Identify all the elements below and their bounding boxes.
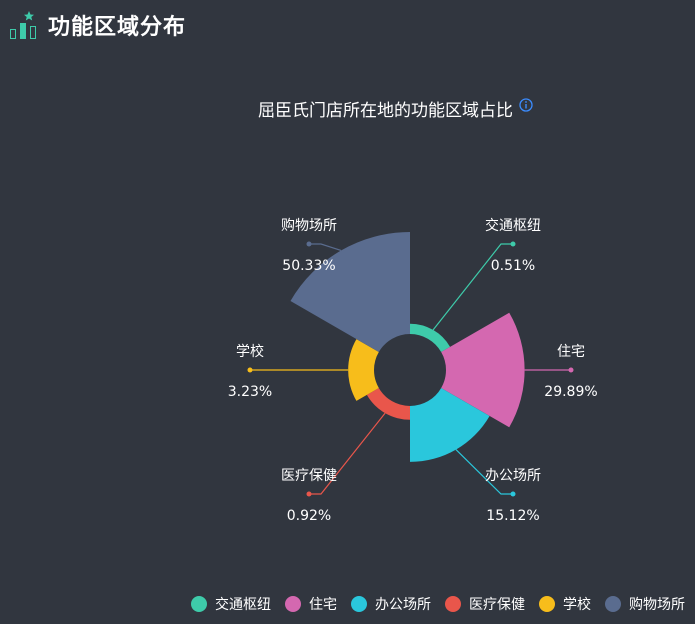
legend-label: 学校 [563, 597, 591, 613]
slice-name-label: 购物场所 [281, 218, 337, 234]
legend-marker [445, 596, 461, 612]
chart-sectors [290, 232, 525, 462]
legend-item[interactable]: 住宅 [285, 594, 337, 614]
legend-marker [285, 596, 301, 612]
legend-label: 交通枢纽 [215, 597, 271, 613]
legend-marker [605, 596, 621, 612]
legend-marker [191, 596, 207, 612]
legend-item[interactable]: 医疗保健 [445, 594, 525, 614]
legend-item[interactable]: 购物场所 [605, 594, 685, 614]
slice-name-label: 医疗保健 [281, 468, 337, 484]
leader-dot-5 [306, 241, 312, 247]
slice-value-label: 15.12% [486, 508, 539, 524]
chart-leaders [247, 241, 574, 497]
slice-value-label: 50.33% [282, 258, 335, 274]
sector-4[interactable] [348, 339, 379, 401]
slice-name-label: 办公场所 [485, 468, 541, 484]
sector-3[interactable] [366, 388, 410, 420]
page-title: 功能区域分布 [48, 15, 187, 40]
leader-dot-0 [510, 241, 516, 247]
leader-line-5 [309, 243, 342, 252]
leader-dot-3 [306, 491, 312, 497]
legend-item[interactable]: 交通枢纽 [191, 594, 271, 614]
slice-name-label: 交通枢纽 [485, 217, 541, 234]
sector-0[interactable] [410, 323, 451, 352]
slice-value-label: 29.89% [544, 384, 597, 400]
legend-label: 住宅 [309, 597, 337, 613]
info-icon[interactable] [519, 97, 533, 112]
chart-title: 屈臣氏门店所在地的功能区域占比 [258, 101, 513, 121]
leader-dot-4 [247, 367, 253, 373]
slice-value-label: 0.92% [287, 508, 331, 524]
legend-marker [539, 596, 555, 612]
leader-line-0 [432, 243, 513, 331]
legend-marker [351, 596, 367, 612]
slice-name-label: 学校 [236, 343, 264, 360]
legend-label: 医疗保健 [469, 597, 525, 613]
leader-line-3 [309, 412, 386, 495]
ranking-podium-icon [10, 11, 36, 39]
leader-dot-1 [568, 367, 574, 373]
page-header: 功能区域分布 [8, 8, 186, 42]
leader-line-2 [455, 449, 513, 495]
legend-item[interactable]: 学校 [539, 594, 591, 614]
sector-1[interactable] [441, 312, 525, 428]
chart-legend: 交通枢纽 住宅 办公场所 医疗保健 学校 购物场所 [191, 594, 685, 614]
slice-value-label: 0.51% [491, 258, 535, 274]
slice-name-label: 住宅 [557, 344, 585, 360]
sector-2[interactable] [410, 388, 490, 462]
legend-label: 购物场所 [629, 597, 685, 613]
chart-title-wrap: 屈臣氏门店所在地的功能区域占比 [258, 96, 533, 121]
leader-dot-2 [510, 491, 516, 497]
legend-item[interactable]: 办公场所 [351, 594, 431, 614]
legend-label: 办公场所 [375, 597, 431, 613]
slice-value-label: 3.23% [228, 384, 272, 400]
sector-5[interactable] [290, 232, 410, 352]
chart-labels: 交通枢纽 0.51% 住宅 29.89% 办公场所 15.12% 医疗保健 0.92% 学校 3.… [228, 217, 598, 524]
